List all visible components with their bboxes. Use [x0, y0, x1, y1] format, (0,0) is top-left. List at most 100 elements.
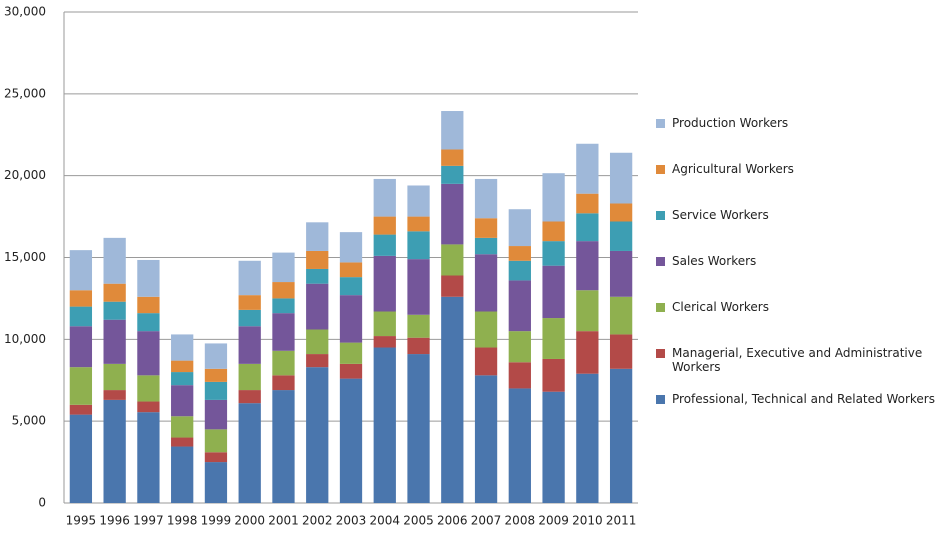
bar-segment — [306, 268, 329, 284]
bar-segment — [103, 319, 126, 364]
x-tick-label: 1999 — [201, 514, 232, 528]
bar-segment — [137, 331, 160, 376]
bar-segment — [306, 354, 329, 368]
legend-swatch — [656, 211, 665, 220]
bar-segment — [171, 416, 194, 438]
legend-label: Agricultural Workers — [672, 162, 794, 176]
legend-swatch — [656, 165, 665, 174]
bar-segment — [272, 298, 295, 314]
bar-segment — [542, 241, 565, 266]
bar-segment — [204, 429, 228, 453]
bar-segment — [103, 390, 126, 400]
bar-segment — [609, 221, 633, 251]
bar-segment — [272, 390, 295, 503]
legend-item: Agricultural Workers — [656, 162, 936, 208]
bar-segment — [238, 326, 261, 364]
x-tick-label: 2010 — [572, 514, 603, 528]
bar-segment — [474, 347, 498, 376]
bar-segment — [474, 254, 498, 312]
bar-segment — [508, 280, 531, 332]
bar-segment — [204, 368, 228, 382]
bar-segment — [103, 399, 126, 503]
bar-segment — [609, 250, 633, 297]
bar-segment — [508, 331, 531, 363]
legend-item: Clerical Workers — [656, 300, 936, 346]
bar-segment — [576, 241, 599, 291]
bar-segment — [103, 363, 126, 391]
bar-segment — [137, 296, 160, 314]
bar-segment — [238, 390, 261, 404]
bar-segment — [272, 282, 295, 299]
legend-swatch — [656, 349, 665, 358]
bar-segment — [306, 222, 329, 251]
bar-segment — [609, 334, 633, 369]
bar-segment — [373, 336, 396, 348]
legend-swatch — [656, 395, 665, 404]
bar-segment — [339, 378, 363, 503]
bar-segment — [508, 260, 531, 281]
bar-segment — [542, 358, 565, 392]
bar-segment — [137, 259, 160, 297]
bar-segment — [441, 111, 464, 150]
bar-segment — [441, 296, 464, 503]
x-tick-label: 1998 — [167, 514, 198, 528]
bar-segment — [508, 362, 531, 389]
legend-swatch — [656, 119, 665, 128]
bar-segment — [474, 178, 498, 219]
legend-item: Managerial, Executive and Administrative… — [656, 346, 936, 392]
legend-item: Sales Workers — [656, 254, 936, 300]
bar-segment — [69, 404, 93, 415]
bar-segment — [542, 391, 565, 503]
bar-segment — [474, 218, 498, 238]
bar-segment — [407, 314, 430, 338]
legend-label: Managerial, Executive and Administrative… — [672, 346, 923, 374]
bar-segment — [542, 221, 565, 242]
legend-item: Professional, Technical and Related Work… — [656, 392, 936, 438]
bar-segment — [69, 414, 93, 503]
x-tick-label: 2001 — [268, 514, 299, 528]
x-tick-label: 2011 — [606, 514, 637, 528]
x-tick-label: 2008 — [505, 514, 536, 528]
legend-label: Clerical Workers — [672, 300, 769, 314]
y-tick-label: 15,000 — [4, 250, 46, 264]
legend: Production Workers Agricultural Workers Se… — [656, 116, 936, 438]
bar-segment — [407, 259, 430, 315]
bar-segment — [339, 295, 363, 343]
legend-swatch — [656, 303, 665, 312]
bar-segment — [474, 311, 498, 348]
bar-segment — [238, 403, 261, 503]
bar-segment — [204, 343, 228, 369]
bar-segment — [272, 375, 295, 391]
bar-segment — [339, 277, 363, 296]
bar-segment — [137, 375, 160, 402]
x-tick-label: 2000 — [234, 514, 265, 528]
bar-segment — [373, 234, 396, 256]
legend-label: Professional, Technical and Related Work… — [672, 392, 935, 406]
bar-segment — [339, 363, 363, 379]
bar-segment — [272, 350, 295, 376]
y-tick-label: 25,000 — [4, 86, 46, 100]
bar-segment — [171, 446, 194, 503]
bar-segment — [171, 360, 194, 373]
legend-label: Production Workers — [672, 116, 789, 130]
bar-segment — [69, 367, 93, 405]
y-tick-label: 0 — [38, 496, 46, 510]
bar-segment — [407, 337, 430, 355]
bar-segment — [609, 296, 633, 335]
bar-segment — [137, 401, 160, 413]
bar-segment — [474, 375, 498, 503]
bar-segment — [103, 283, 126, 302]
y-tick-label: 30,000 — [4, 5, 46, 19]
x-tick-label: 2009 — [538, 514, 569, 528]
bar-segment — [171, 437, 194, 447]
bar-segment — [508, 388, 531, 503]
bar-segment — [407, 216, 430, 232]
bar-segment — [238, 309, 261, 327]
bar-segment — [441, 165, 464, 184]
x-tick-label: 2006 — [437, 514, 468, 528]
legend-item: Production Workers — [656, 116, 936, 162]
bar-segment — [373, 178, 396, 217]
bar-segment — [542, 265, 565, 319]
x-tick-label: 1995 — [66, 514, 97, 528]
